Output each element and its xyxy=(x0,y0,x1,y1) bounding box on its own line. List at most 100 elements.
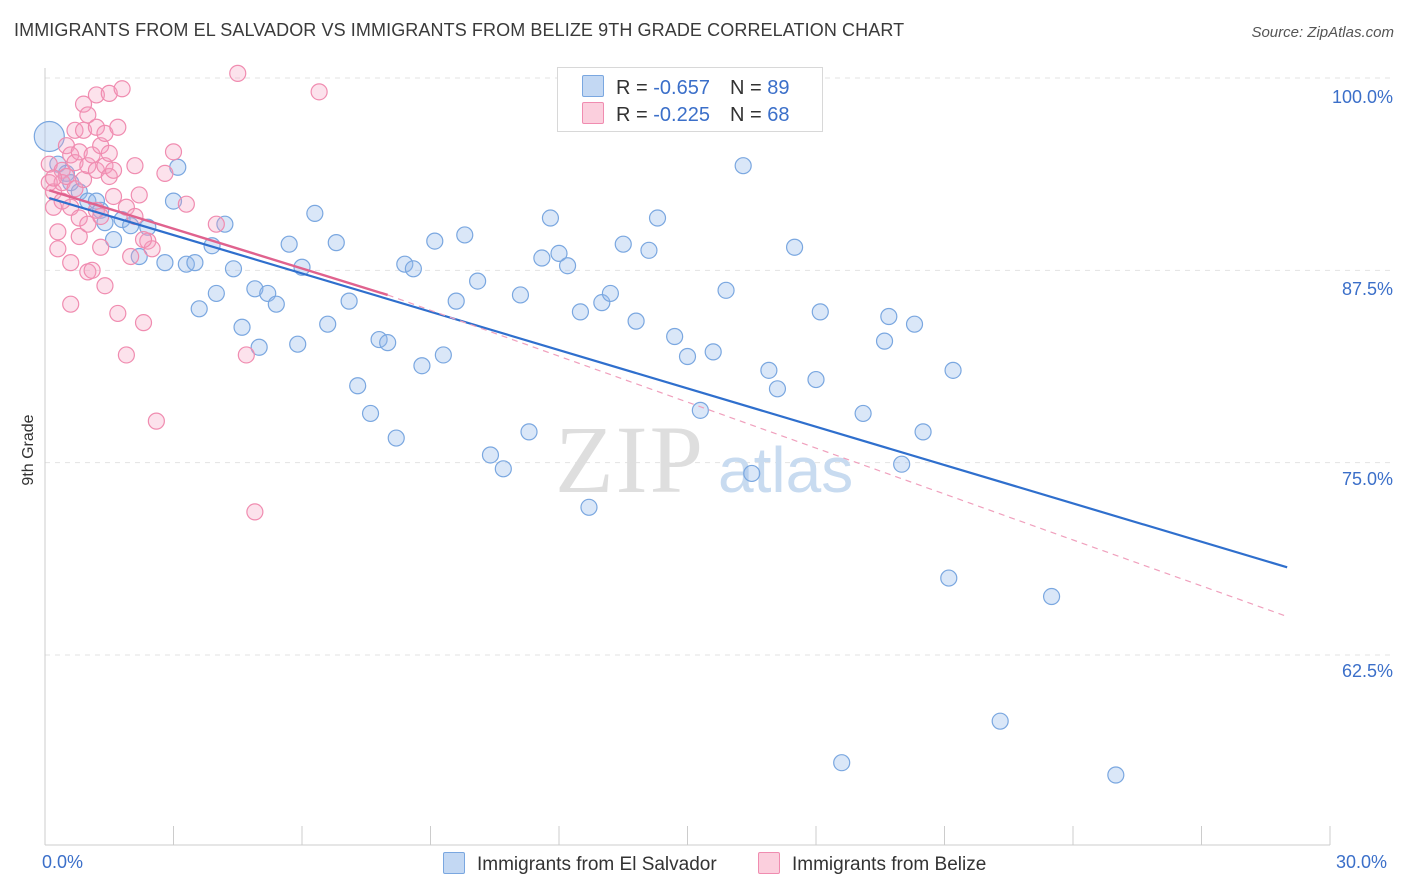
bottom-legend-swatch-blue xyxy=(443,852,465,874)
belize-point xyxy=(156,164,174,182)
belize-point xyxy=(49,240,67,258)
series-belize-points xyxy=(40,64,328,521)
el-salvador-point xyxy=(533,249,551,267)
el-salvador-point xyxy=(340,292,358,310)
belize-point xyxy=(79,215,97,233)
belize-point xyxy=(207,215,225,233)
belize-point xyxy=(117,346,135,364)
belize-point xyxy=(134,314,153,332)
el-salvador-point xyxy=(580,498,598,516)
legend-n-value: 89 xyxy=(767,77,790,99)
belize-point xyxy=(147,412,165,430)
el-salvador-point xyxy=(267,295,285,313)
el-salvador-point xyxy=(717,281,735,299)
el-salvador-point xyxy=(854,404,872,423)
axes xyxy=(44,68,1331,846)
bottom-legend-label: Immigrants from Belize xyxy=(792,854,987,875)
belize-point xyxy=(104,187,123,206)
el-salvador-point xyxy=(164,192,183,210)
el-salvador-point xyxy=(319,315,337,333)
el-salvador-trend-line xyxy=(48,196,1288,569)
legend-r-label: R = xyxy=(616,104,654,126)
belize-point xyxy=(122,247,140,266)
watermark-atlas: atlas xyxy=(718,434,853,506)
el-salvador-point xyxy=(33,120,65,153)
el-salvador-point xyxy=(233,318,251,336)
watermark-zip: ZIP xyxy=(555,406,705,513)
el-salvador-point xyxy=(760,361,778,379)
el-salvador-point xyxy=(306,204,324,223)
el-salvador-point xyxy=(914,423,932,441)
el-salvador-point xyxy=(880,307,898,326)
belize-trend-line xyxy=(48,189,389,297)
el-salvador-point xyxy=(289,335,307,353)
belize-point xyxy=(87,118,106,136)
belize-point xyxy=(237,346,255,364)
el-salvador-point xyxy=(743,464,761,483)
el-salvador-point xyxy=(768,380,787,398)
el-salvador-point xyxy=(1107,766,1125,784)
legend-row-el-salvador: R = -0.657 N = 89 xyxy=(582,75,789,99)
el-salvador-point xyxy=(940,569,958,587)
legend-swatch-blue xyxy=(582,75,604,97)
el-salvador-point xyxy=(704,343,722,361)
el-salvador-point xyxy=(434,346,452,364)
el-salvador-point xyxy=(104,230,123,249)
el-salvador-point xyxy=(469,272,487,290)
y-axis-label: 9th Grade xyxy=(20,414,37,486)
belize-point xyxy=(126,157,144,175)
belize-point xyxy=(100,84,118,102)
belize-point xyxy=(143,240,161,258)
belize-point xyxy=(130,186,148,204)
el-salvador-point xyxy=(614,235,632,253)
y-tick-100: 100.0% xyxy=(1331,87,1393,107)
el-salvador-point xyxy=(678,347,697,366)
belize-point xyxy=(109,304,127,323)
el-salvador-point xyxy=(991,712,1009,730)
belize-point xyxy=(74,95,93,113)
el-salvador-point xyxy=(558,257,577,275)
el-salvador-point xyxy=(811,303,829,321)
belize-point xyxy=(109,118,127,136)
belize-point xyxy=(310,83,328,101)
el-salvador-point xyxy=(349,377,367,395)
bottom-legend-label: Immigrants from El Salvador xyxy=(477,854,717,875)
legend-swatch-pink xyxy=(582,102,604,124)
el-salvador-point xyxy=(481,446,500,464)
belize-point xyxy=(70,143,88,161)
el-salvador-point xyxy=(691,401,709,419)
legend-n-value: 68 xyxy=(767,104,790,126)
belize-point xyxy=(70,227,88,246)
el-salvador-point xyxy=(541,209,560,227)
el-salvador-point xyxy=(550,244,568,263)
x-tick-left: 0.0% xyxy=(42,852,84,872)
el-salvador-point xyxy=(627,312,645,330)
legend-n-label: N = xyxy=(729,104,768,126)
el-salvador-point xyxy=(361,404,380,423)
el-salvador-point xyxy=(833,754,851,772)
belize-point xyxy=(113,80,131,98)
el-salvador-point xyxy=(280,235,298,253)
el-salvador-point xyxy=(666,327,684,346)
el-salvador-point xyxy=(648,209,667,227)
el-salvador-point xyxy=(404,260,422,278)
belize-point xyxy=(96,277,114,295)
el-salvador-point xyxy=(1042,587,1061,606)
belize-point xyxy=(66,180,84,198)
el-salvador-point xyxy=(456,226,474,244)
belize-point xyxy=(229,64,247,82)
el-salvador-point xyxy=(379,334,397,352)
el-salvador-point xyxy=(734,157,752,175)
legend-r-label: R = xyxy=(616,77,654,99)
el-salvador-point xyxy=(593,294,611,312)
el-salvador-point xyxy=(893,455,911,473)
bottom-legend-belize: Immigrants from Belize xyxy=(758,852,986,876)
el-salvador-point xyxy=(177,255,195,273)
belize-point xyxy=(87,86,106,104)
el-salvador-point xyxy=(246,280,264,298)
belize-point xyxy=(62,254,80,272)
belize-point xyxy=(44,169,63,187)
belize-point xyxy=(104,161,123,179)
x-tick-right: 30.0% xyxy=(1336,852,1388,872)
